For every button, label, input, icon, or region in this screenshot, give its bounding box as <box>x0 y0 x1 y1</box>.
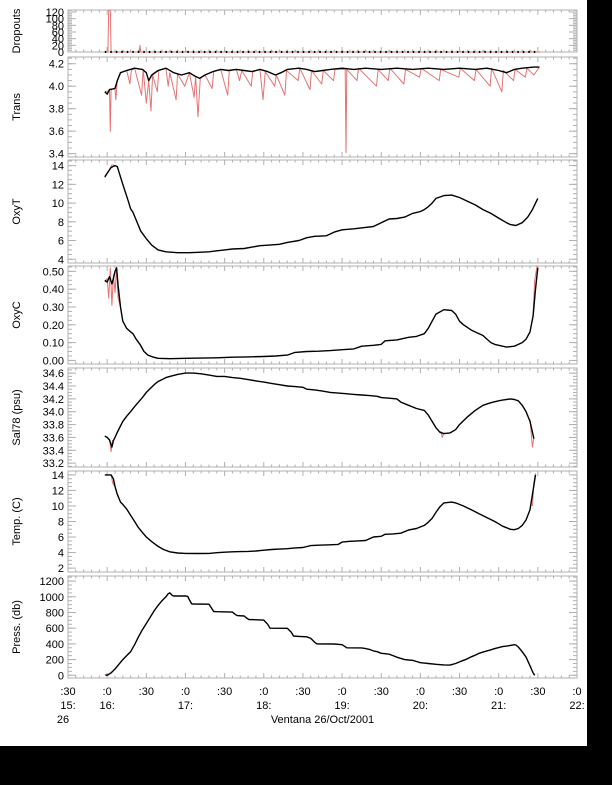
timeseries-chart: 020406080100120Dropouts3.43.63.84.04.2Tr… <box>11 7 585 726</box>
svg-text::0: :0 <box>103 686 112 698</box>
svg-text:12: 12 <box>52 179 64 191</box>
svg-text::0: :0 <box>259 686 268 698</box>
svg-text:17:: 17: <box>178 700 193 712</box>
svg-text:20:: 20: <box>413 700 428 712</box>
svg-text:0: 0 <box>58 670 64 682</box>
svg-text:200: 200 <box>46 655 64 667</box>
svg-text:0.10: 0.10 <box>43 338 64 350</box>
svg-text:3.4: 3.4 <box>49 149 64 161</box>
svg-text::0: :0 <box>494 686 503 698</box>
svg-text:33.6: 33.6 <box>43 432 64 444</box>
svg-text:8: 8 <box>58 517 64 529</box>
svg-text:4: 4 <box>58 548 64 560</box>
svg-text:4.0: 4.0 <box>49 81 64 93</box>
svg-text:0.20: 0.20 <box>43 320 64 332</box>
svg-text:1200: 1200 <box>40 576 64 588</box>
svg-text:100: 100 <box>46 14 64 26</box>
svg-text:18:: 18: <box>256 700 271 712</box>
svg-text:OxyT: OxyT <box>11 198 23 225</box>
svg-text:80: 80 <box>52 20 64 32</box>
svg-text:10: 10 <box>52 501 64 513</box>
svg-text:34.4: 34.4 <box>43 381 64 393</box>
svg-text:22:: 22: <box>569 700 584 712</box>
svg-text::0: :0 <box>337 686 346 698</box>
svg-text:33.4: 33.4 <box>43 445 64 457</box>
svg-text:OxyC: OxyC <box>11 301 23 329</box>
svg-text:0.30: 0.30 <box>43 302 64 314</box>
svg-text:3.6: 3.6 <box>49 126 64 138</box>
svg-text:Dropouts: Dropouts <box>11 8 23 53</box>
svg-text:33.2: 33.2 <box>43 458 64 470</box>
svg-text:21:: 21: <box>491 700 506 712</box>
svg-text:120: 120 <box>46 7 64 19</box>
plot-window: 0 20 40 60 80 100 120 Dropouts 3.4 3.6 3.8 4.0 4.2 Tr… <box>0 0 587 746</box>
svg-text:6: 6 <box>58 236 64 248</box>
svg-text:15:: 15: <box>60 700 75 712</box>
svg-text:14: 14 <box>52 470 64 482</box>
svg-text:34.6: 34.6 <box>43 368 64 380</box>
svg-text:Sal78 (psu): Sal78 (psu) <box>11 389 23 445</box>
svg-text:10: 10 <box>52 198 64 210</box>
svg-text:Trans: Trans <box>11 93 23 121</box>
svg-text:40: 40 <box>52 34 64 46</box>
svg-text:4.2: 4.2 <box>49 59 64 71</box>
svg-text:0.00: 0.00 <box>43 355 64 367</box>
svg-text::30: :30 <box>452 686 467 698</box>
svg-text:3.8: 3.8 <box>49 104 64 116</box>
svg-text::30: :30 <box>374 686 389 698</box>
svg-text::30: :30 <box>530 686 545 698</box>
svg-text:400: 400 <box>46 639 64 651</box>
svg-text:Ventana 26/Oct/2001: Ventana 26/Oct/2001 <box>271 714 374 726</box>
svg-text:19:: 19: <box>334 700 349 712</box>
svg-text:12: 12 <box>52 485 64 497</box>
svg-text::30: :30 <box>139 686 154 698</box>
svg-text::0: :0 <box>572 686 581 698</box>
svg-text:Temp. (C): Temp. (C) <box>11 497 23 545</box>
svg-text:6: 6 <box>58 532 64 544</box>
svg-text:800: 800 <box>46 607 64 619</box>
svg-text:26: 26 <box>57 714 69 726</box>
svg-text::30: :30 <box>60 686 75 698</box>
svg-text:0.50: 0.50 <box>43 266 64 278</box>
svg-text::0: :0 <box>181 686 190 698</box>
svg-text:34.2: 34.2 <box>43 394 64 406</box>
svg-text:0: 0 <box>58 47 64 59</box>
svg-text:16:: 16: <box>100 700 115 712</box>
svg-text:600: 600 <box>46 623 64 635</box>
svg-text::30: :30 <box>217 686 232 698</box>
svg-text:33.8: 33.8 <box>43 420 64 432</box>
svg-text:14: 14 <box>52 161 64 173</box>
svg-text:4: 4 <box>58 254 64 266</box>
svg-text:20: 20 <box>52 40 64 52</box>
svg-text:0.40: 0.40 <box>43 284 64 296</box>
svg-text::30: :30 <box>295 686 310 698</box>
svg-text:1000: 1000 <box>40 592 64 604</box>
svg-text:8: 8 <box>58 217 64 229</box>
svg-text:34.0: 34.0 <box>43 407 64 419</box>
svg-text:Press. (db): Press. (db) <box>11 600 23 654</box>
svg-text:60: 60 <box>52 27 64 39</box>
svg-text:2: 2 <box>58 563 64 575</box>
svg-text::0: :0 <box>416 686 425 698</box>
